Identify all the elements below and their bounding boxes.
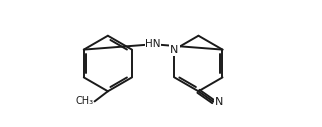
Text: N: N xyxy=(170,45,179,55)
Text: CH₃: CH₃ xyxy=(75,96,93,106)
Text: N: N xyxy=(215,97,223,107)
Text: HN: HN xyxy=(146,39,161,49)
